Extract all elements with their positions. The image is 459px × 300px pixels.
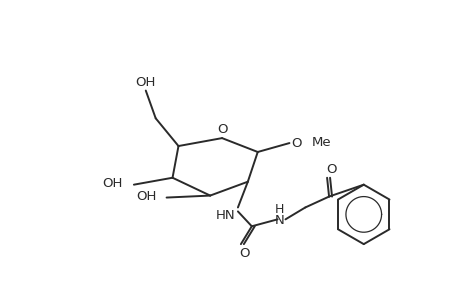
Text: O: O bbox=[239, 247, 250, 260]
Text: H: H bbox=[274, 203, 284, 216]
Text: O: O bbox=[325, 163, 336, 176]
Text: O: O bbox=[216, 123, 227, 136]
Text: N: N bbox=[274, 214, 284, 227]
Text: HN: HN bbox=[215, 209, 235, 222]
Text: Me: Me bbox=[312, 136, 331, 148]
Text: OH: OH bbox=[102, 177, 123, 190]
Text: OH: OH bbox=[135, 76, 156, 89]
Text: O: O bbox=[291, 136, 301, 150]
Text: OH: OH bbox=[136, 190, 157, 203]
